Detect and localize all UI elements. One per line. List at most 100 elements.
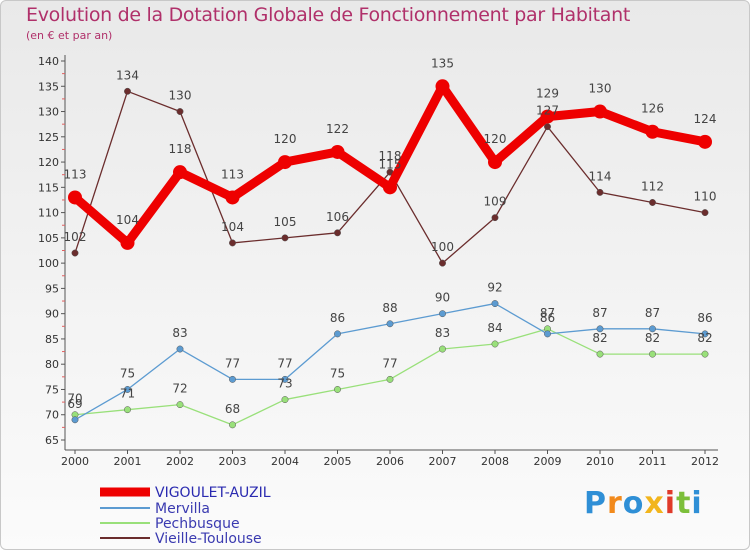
data-label: 69: [67, 397, 82, 411]
logo-letter: x: [644, 486, 665, 521]
data-label: 104: [116, 213, 139, 227]
data-point: [593, 104, 607, 119]
data-point: [701, 350, 709, 358]
logo-letter: o: [622, 486, 645, 521]
data-label: 104: [221, 220, 244, 234]
proxiti-logo: Proxiti: [584, 486, 703, 521]
y-tick-label: 120: [38, 156, 59, 169]
x-tick-label: 2004: [271, 455, 299, 468]
logo-letter: i: [664, 486, 677, 521]
y-tick-label: 100: [38, 257, 59, 270]
data-label: 122: [326, 122, 349, 136]
data-label: 71: [120, 387, 135, 401]
y-tick-label: 105: [38, 232, 59, 245]
data-label: 90: [435, 291, 450, 305]
y-tick-label: 85: [45, 333, 59, 346]
data-label: 120: [484, 132, 507, 146]
data-label: 86: [697, 311, 712, 325]
data-label: 92: [487, 281, 502, 295]
data-point: [173, 165, 187, 180]
data-label: 134: [116, 68, 139, 82]
data-point: [124, 406, 131, 414]
x-tick-label: 2006: [376, 455, 404, 468]
data-label: 135: [431, 56, 454, 70]
data-label: 82: [645, 331, 660, 345]
y-tick-label: 140: [38, 55, 59, 68]
data-label: 86: [330, 311, 345, 325]
x-tick-label: 2008: [481, 455, 509, 468]
data-point: [71, 249, 79, 257]
data-point: [124, 87, 131, 95]
chart-subtitle: (en € et par an): [26, 29, 113, 42]
data-point: [225, 190, 240, 205]
data-label: 70: [67, 392, 82, 406]
data-point: [383, 180, 397, 195]
data-label: 130: [169, 89, 192, 103]
data-point: [330, 144, 345, 159]
x-tick-label: 2010: [586, 455, 614, 468]
data-label: 82: [697, 331, 712, 345]
x-tick-label: 2009: [534, 455, 562, 468]
data-label: 105: [274, 215, 297, 229]
data-point: [439, 345, 446, 353]
data-point: [649, 325, 656, 333]
data-point: [176, 345, 184, 353]
data-point: [229, 239, 236, 247]
data-label: 77: [277, 356, 292, 370]
x-tick-label: 2005: [324, 455, 352, 468]
data-point: [229, 375, 236, 383]
data-point: [278, 155, 292, 170]
data-label: 113: [64, 167, 87, 181]
data-label: 75: [120, 366, 135, 380]
data-label: 75: [330, 366, 345, 380]
y-tick-label: 80: [45, 358, 59, 371]
data-label: 114: [589, 169, 612, 183]
data-label: 83: [435, 326, 450, 340]
x-tick-label: 2012: [691, 455, 719, 468]
legend-label: Mervilla: [155, 501, 210, 517]
y-tick-label: 130: [38, 106, 59, 119]
data-label: 109: [484, 195, 507, 209]
axes: 65 70 75 80 85 90 95 100 105 110 115 120 125 130 135 14…: [38, 55, 719, 468]
data-point: [596, 188, 604, 196]
data-label: 126: [641, 102, 664, 116]
y-tick-label: 90: [45, 308, 59, 321]
data-label: 129: [536, 87, 559, 101]
data-point: [596, 350, 604, 358]
x-tick-label: 2011: [639, 455, 667, 468]
legend-label: VIGOULET-AUZIL: [155, 485, 271, 501]
data-label: 102: [64, 230, 87, 244]
data-point: [176, 401, 184, 409]
data-label: 118: [379, 149, 402, 163]
data-label: 120: [274, 132, 297, 146]
data-label: 112: [641, 179, 664, 193]
data-point: [439, 310, 446, 318]
data-label: 130: [589, 82, 612, 96]
y-tick-label: 110: [38, 207, 59, 220]
data-label: 73: [277, 377, 292, 391]
x-tick-label: 2003: [219, 455, 247, 468]
data-point: [701, 330, 709, 338]
data-point: [68, 190, 82, 205]
data-label: 86: [540, 311, 555, 325]
legend: VIGOULET-AUZILMervillaPechbusqueVieille-…: [100, 485, 271, 547]
data-label: 115: [379, 157, 402, 171]
series-layer: [68, 79, 712, 429]
data-label: 87: [540, 306, 555, 320]
logo-letter: t: [676, 486, 692, 521]
data-label: 68: [225, 402, 240, 416]
data-point: [491, 214, 499, 222]
data-label: 87: [592, 306, 607, 320]
data-point: [71, 416, 79, 424]
data-label: 113: [221, 167, 244, 181]
data-point: [334, 330, 341, 338]
y-tick-label: 95: [45, 282, 59, 295]
data-point: [386, 375, 394, 383]
data-point: [544, 330, 551, 338]
data-label: 87: [645, 306, 660, 320]
x-tick-label: 2000: [61, 455, 89, 468]
data-label: 77: [382, 356, 397, 370]
data-point: [645, 124, 660, 139]
data-point: [229, 421, 236, 429]
y-tick-label: 65: [45, 434, 59, 447]
